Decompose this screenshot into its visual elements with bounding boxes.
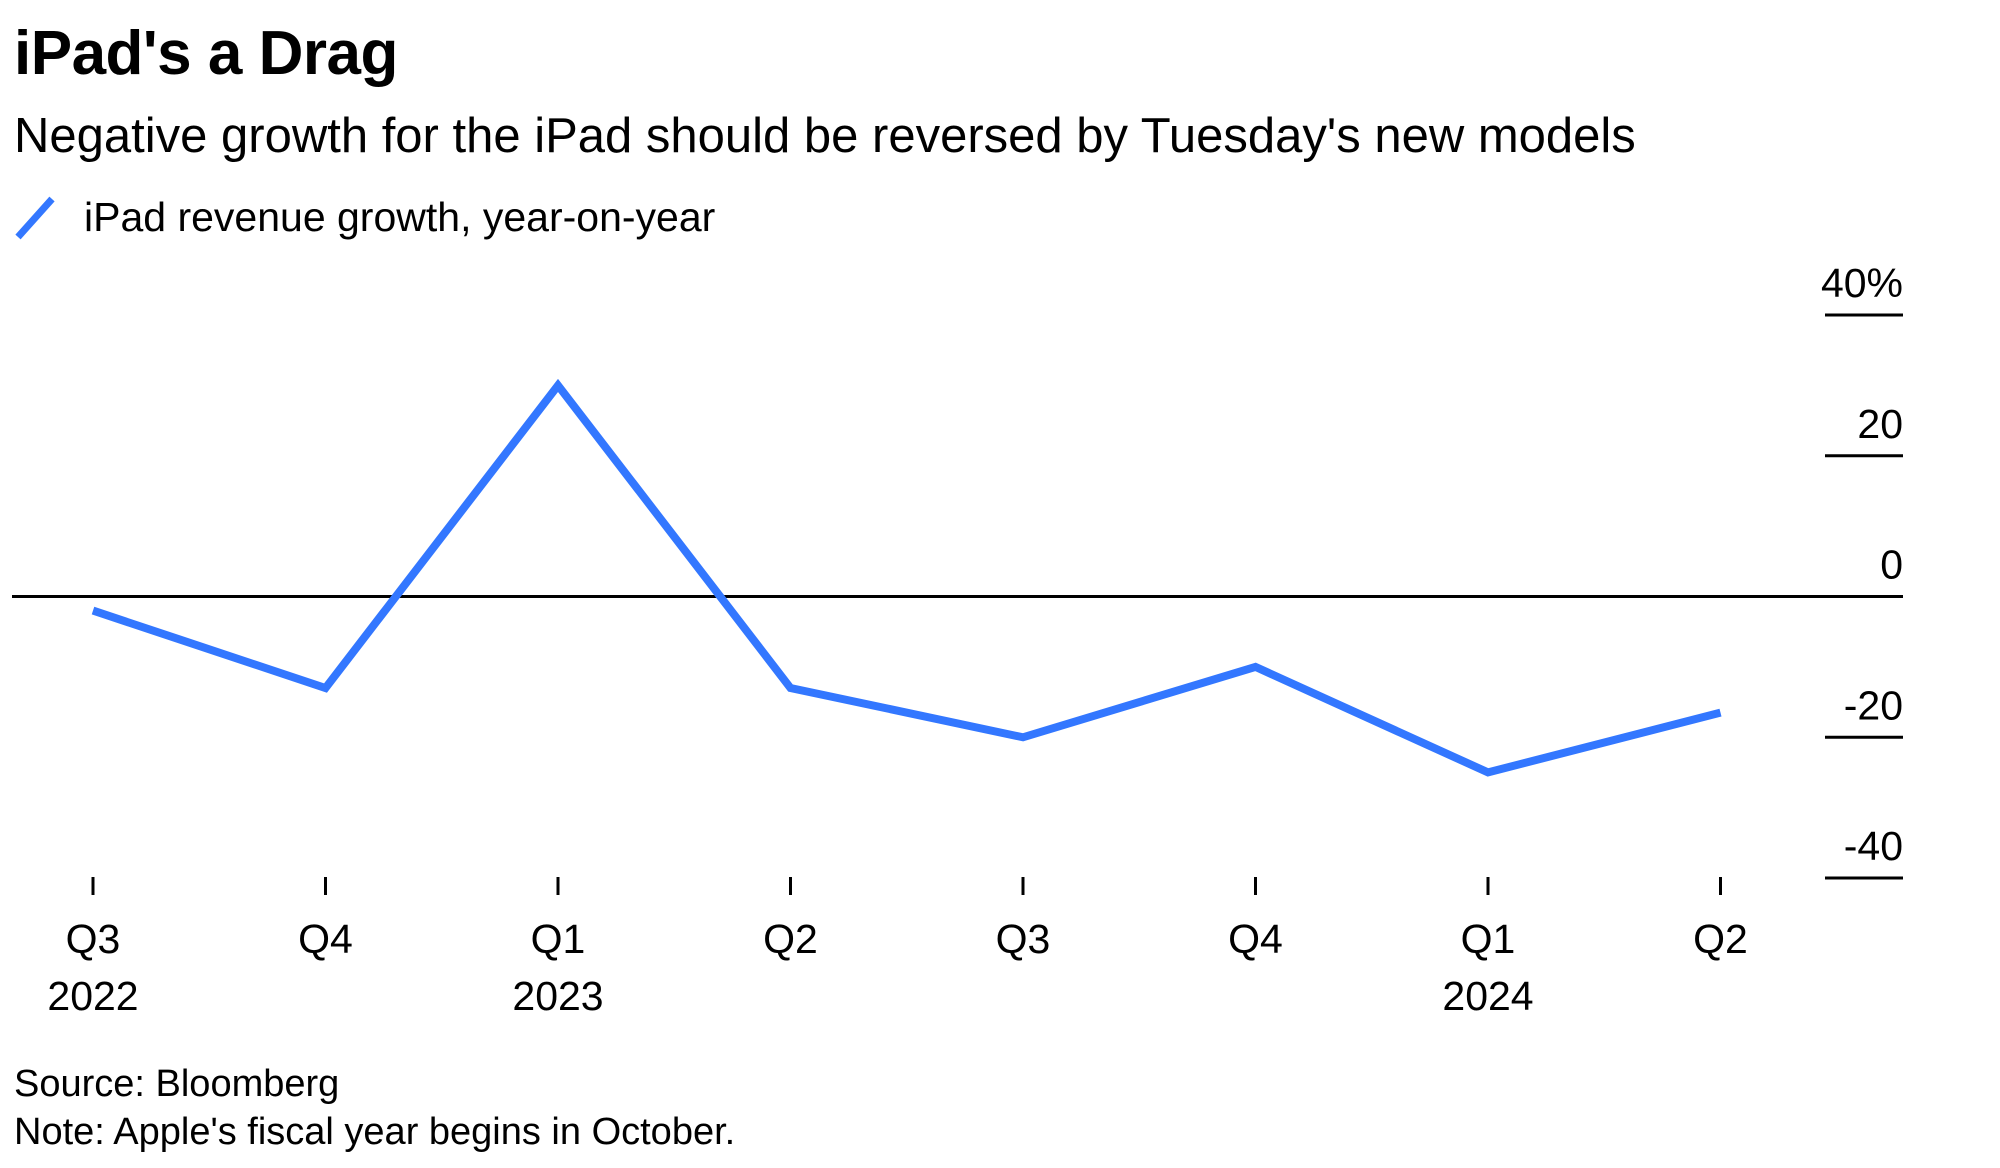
source-note: Source: Bloomberg — [14, 1063, 340, 1105]
y-tick-label: -40 — [1844, 823, 1903, 869]
x-tick-label-quarter: Q3 — [996, 916, 1051, 962]
y-tick-label: -20 — [1844, 682, 1903, 728]
legend-series-label: iPad revenue growth, year-on-year — [84, 194, 716, 240]
x-tick-label-year: 2024 — [1442, 973, 1533, 1019]
x-tick-label-year: 2022 — [47, 973, 138, 1019]
x-tick-label-year: 2023 — [512, 973, 603, 1019]
x-tick-label-quarter: Q1 — [531, 916, 586, 962]
legend-line-swatch-icon — [14, 195, 56, 241]
x-tick-label-quarter: Q2 — [1693, 916, 1748, 962]
y-tick-label: 20 — [1857, 401, 1903, 447]
x-tick-label-quarter: Q4 — [298, 916, 353, 962]
x-tick-label-quarter: Q4 — [1228, 916, 1283, 962]
chart-title: iPad's a Drag — [14, 19, 398, 88]
series-layer — [91, 378, 1722, 777]
x-tick-label-quarter: Q3 — [66, 916, 121, 962]
x-axis: Q3 2022 Q4 Q1 2023 Q2 Q3 Q4 Q1 2024 Q2 — [47, 877, 1748, 1019]
footnote: Note: Apple's fiscal year begins in Octo… — [14, 1111, 736, 1153]
x-tick-label-quarter: Q1 — [1461, 916, 1516, 962]
y-axis: 40% 20 0 -20 -40 — [1821, 260, 1903, 880]
x-tick-label-quarter: Q2 — [763, 916, 818, 962]
legend: iPad revenue growth, year-on-year — [14, 194, 715, 241]
y-tick-label: 0 — [1880, 542, 1903, 588]
series-line-ipad-revenue-growth — [91, 378, 1722, 777]
chart-subtitle: Negative growth for the iPad should be r… — [14, 109, 1636, 163]
y-tick-label: 40% — [1821, 260, 1903, 306]
